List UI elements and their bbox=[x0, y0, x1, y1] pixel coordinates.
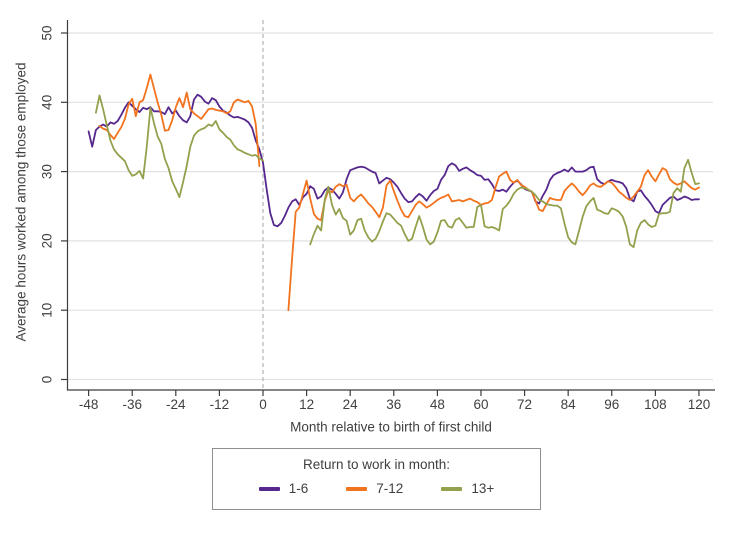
legend-swatch-13plus bbox=[441, 486, 463, 491]
legend-item-7-12: 7-12 bbox=[346, 481, 403, 496]
x-tick-label: 12 bbox=[299, 397, 314, 412]
y-tick-label: 40 bbox=[40, 95, 55, 110]
x-tick-label: 84 bbox=[561, 397, 577, 412]
y-tick-label: 0 bbox=[40, 376, 55, 384]
x-tick-label: -24 bbox=[166, 397, 186, 412]
x-tick-label: -36 bbox=[122, 397, 142, 412]
series-line-7-12 bbox=[98, 73, 700, 312]
x-tick-label: 120 bbox=[688, 397, 711, 412]
y-tick-label: 10 bbox=[40, 303, 55, 318]
legend-item-1-6: 1-6 bbox=[258, 481, 309, 496]
legend-label-13plus: 13+ bbox=[471, 481, 495, 496]
legend-row: 1-6 7-12 13+ bbox=[258, 481, 494, 496]
legend-swatch-7-12 bbox=[346, 486, 368, 491]
x-tick-label: 0 bbox=[259, 397, 267, 412]
legend-swatch-1-6 bbox=[258, 486, 280, 491]
legend-label-1-6: 1-6 bbox=[288, 481, 309, 496]
y-tick-label: 20 bbox=[40, 233, 55, 248]
legend-item-13plus: 13+ bbox=[441, 481, 494, 496]
x-tick-label: 48 bbox=[430, 397, 445, 412]
series-line-1-6 bbox=[87, 93, 700, 228]
legend-title: Return to work in month: bbox=[302, 457, 451, 472]
x-tick-label: -12 bbox=[210, 397, 230, 412]
x-axis-title: Month relative to birth of first child bbox=[290, 419, 492, 435]
x-tick-label: 72 bbox=[517, 397, 532, 412]
y-axis-title: Average hours worked among those employe… bbox=[13, 62, 29, 342]
x-tick-label: 108 bbox=[644, 397, 667, 412]
y-tick-label: 50 bbox=[40, 25, 55, 40]
x-tick-label: 60 bbox=[473, 397, 488, 412]
x-tick-label: 96 bbox=[604, 397, 619, 412]
legend: Return to work in month: 1-6 7-12 13+ bbox=[212, 448, 541, 510]
x-tick-label: 36 bbox=[386, 397, 401, 412]
y-tick-label: 30 bbox=[40, 164, 55, 179]
legend-label-7-12: 7-12 bbox=[376, 481, 404, 496]
x-tick-label: -48 bbox=[79, 397, 99, 412]
x-tick-label: 24 bbox=[343, 397, 359, 412]
series-line-13+ bbox=[95, 94, 700, 248]
